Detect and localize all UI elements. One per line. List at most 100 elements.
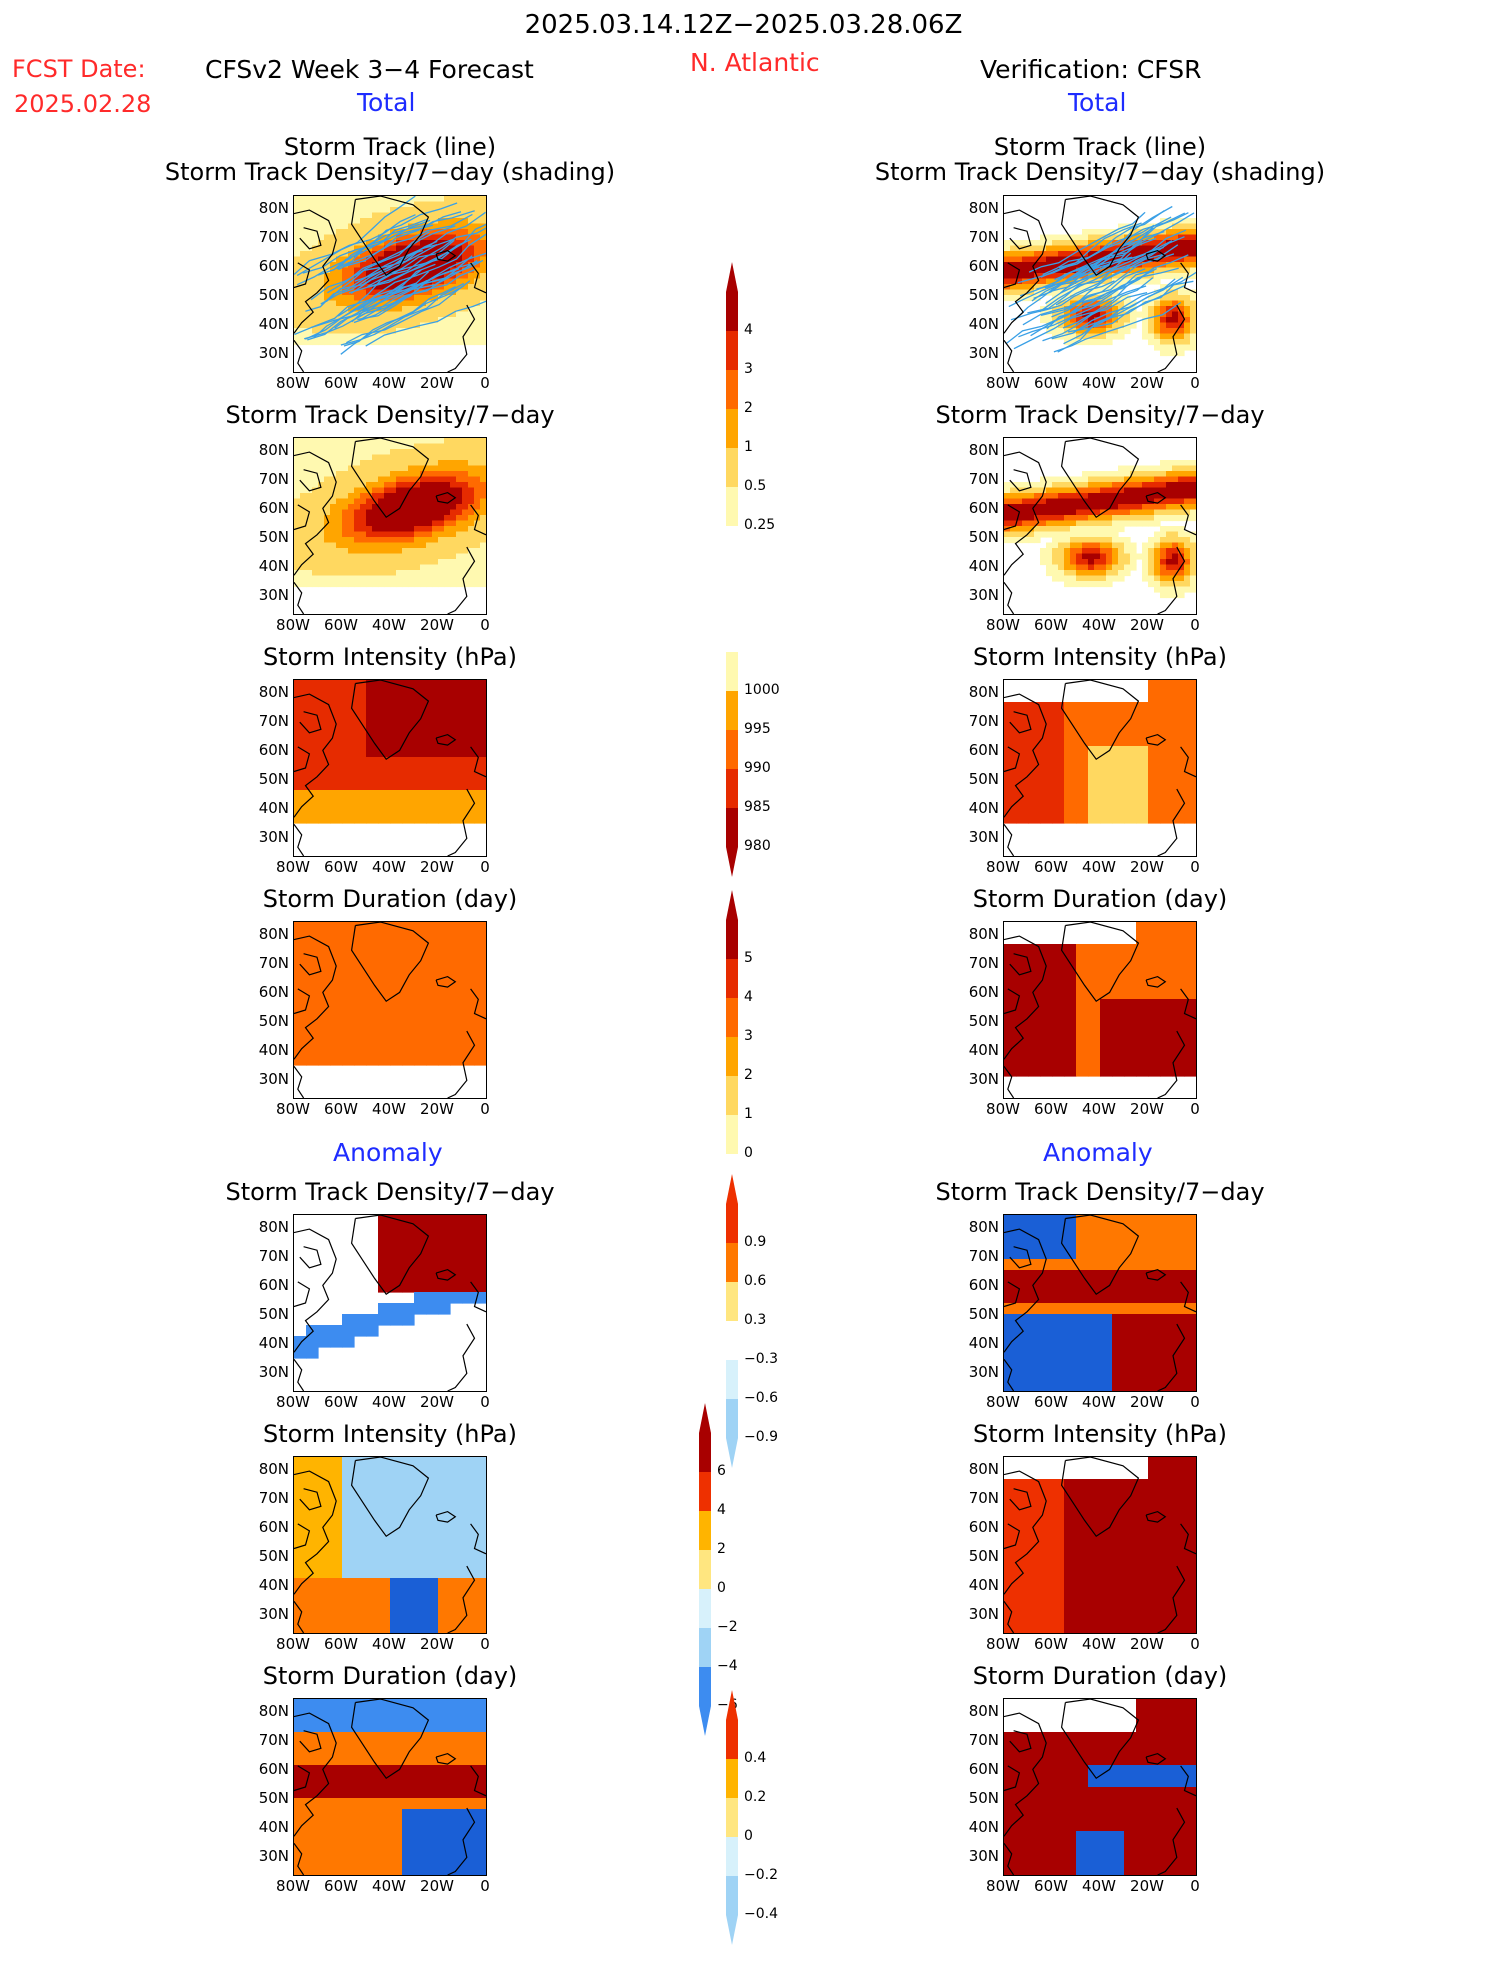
grid-cell [402, 735, 415, 747]
grid-cell [1004, 257, 1011, 263]
grid-cell [384, 576, 391, 582]
grid-cell [1010, 510, 1017, 516]
grid-cell [1142, 488, 1149, 494]
grid-cell [426, 196, 433, 202]
grid-cell [390, 1479, 403, 1491]
grid-cell [324, 493, 331, 499]
grid-cell [1100, 477, 1107, 483]
grid-cell [1142, 510, 1149, 516]
grid-cell [1040, 1314, 1053, 1326]
grid-cell [1052, 521, 1059, 527]
grid-cell [336, 565, 343, 571]
grid-cell [420, 207, 427, 213]
grid-cell [294, 977, 307, 989]
grid-cell [366, 565, 373, 571]
grid-cell [342, 1501, 355, 1513]
grid-cell [1118, 471, 1125, 477]
grid-cell [1088, 543, 1095, 549]
grid-cell [1184, 713, 1196, 725]
grid-cell [408, 526, 415, 532]
grid-cell [1058, 559, 1065, 565]
grid-cell [1076, 1369, 1089, 1381]
grid-cell [294, 1556, 307, 1568]
grid-cell [462, 1457, 475, 1469]
grid-cell [354, 746, 367, 758]
grid-cell [1064, 746, 1077, 758]
grid-cell [1184, 295, 1191, 301]
grid-cell [1100, 1259, 1113, 1271]
grid-cell [324, 532, 331, 538]
grid-cell [1172, 691, 1185, 703]
grid-cell [330, 1468, 343, 1480]
coastline [294, 824, 304, 856]
grid-cell [300, 246, 307, 252]
grid-cell [1178, 526, 1185, 532]
grid-cell [1184, 339, 1191, 345]
map-plot-area [1003, 679, 1197, 857]
grid-cell [342, 779, 355, 791]
grid-cell [1052, 1567, 1065, 1579]
grid-cell [372, 455, 379, 461]
grid-cell [450, 504, 457, 510]
grid-cell [468, 466, 475, 472]
grid-cell [360, 510, 367, 516]
grid-cell [396, 444, 403, 450]
grid-cell [1136, 1215, 1149, 1227]
grid-cell [1154, 570, 1161, 576]
grid-cell [450, 301, 457, 307]
grid-cell [330, 735, 343, 747]
grid-cell [294, 724, 307, 736]
grid-cell [1064, 1523, 1077, 1535]
grid-cell [1124, 812, 1137, 824]
grid-cell [354, 1754, 367, 1766]
grid-cell [474, 504, 481, 510]
grid-cell [306, 576, 313, 582]
grid-cell [342, 1336, 355, 1348]
grid-cell [1160, 1032, 1173, 1044]
grid-cell [444, 306, 451, 312]
grid-cell [390, 499, 397, 505]
grid-cell [1100, 724, 1113, 736]
grid-cell [1100, 1512, 1113, 1524]
grid-cell [414, 1054, 427, 1066]
grid-cell [438, 543, 445, 549]
grid-cell [1064, 1512, 1077, 1524]
grid-cell [1088, 537, 1095, 543]
grid-cell [294, 779, 307, 791]
grid-cell [1064, 493, 1071, 499]
grid-cell [438, 521, 445, 527]
grid-cell [390, 1512, 403, 1524]
grid-cell [414, 537, 421, 543]
grid-cell [468, 570, 475, 576]
grid-cell [1088, 1010, 1101, 1022]
grid-cell [1124, 471, 1131, 477]
grid-cell [390, 768, 403, 780]
grid-cell [438, 1468, 451, 1480]
grid-cell [390, 570, 397, 576]
grid-cell [414, 922, 427, 934]
grid-cell [1040, 1369, 1053, 1381]
grid-cell [1178, 537, 1185, 543]
grid-cell [396, 471, 403, 477]
lon-tick-label: 80W [978, 374, 1028, 392]
grid-cell [330, 1765, 343, 1777]
grid-cell [342, 1010, 355, 1022]
grid-cell [474, 801, 486, 813]
grid-cell [342, 488, 349, 494]
grid-cell [1016, 262, 1023, 268]
grid-cell [480, 262, 486, 268]
grid-cell [438, 438, 445, 444]
grid-cell [336, 576, 343, 582]
grid-cell [474, 543, 481, 549]
grid-cell [360, 323, 367, 329]
grid-cell [1172, 323, 1179, 329]
map-plot-area [1003, 437, 1197, 615]
lon-tick-label: 0 [1170, 1100, 1220, 1118]
grid-cell [1184, 262, 1191, 268]
grid-cell [1100, 1032, 1113, 1044]
grid-cell [1190, 339, 1196, 345]
grid-cell [1160, 702, 1173, 714]
grid-cell [1148, 1043, 1161, 1055]
grid-cell [462, 1512, 475, 1524]
grid-cell [1088, 702, 1101, 714]
